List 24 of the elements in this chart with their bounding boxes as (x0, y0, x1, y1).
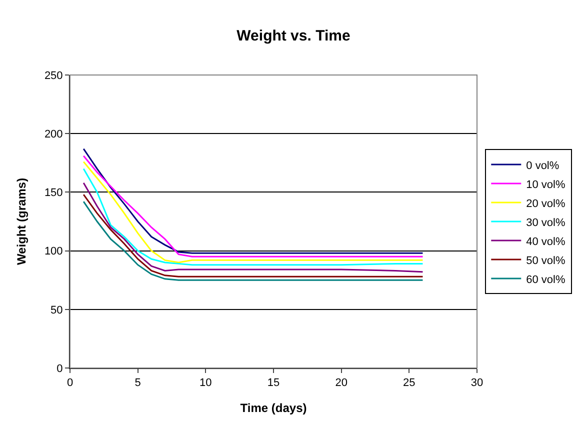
legend-label: 0 vol% (526, 160, 560, 172)
y-tick-label: 0 (56, 362, 63, 375)
legend-label: 40 vol% (526, 236, 566, 248)
y-tick-label: 50 (50, 304, 63, 316)
y-tick-label: 150 (44, 187, 63, 200)
x-tick-label: 30 (470, 377, 484, 390)
legend-label: 20 vol% (526, 198, 566, 210)
line-series (82, 182, 424, 273)
chart-title: Weight vs. Time (236, 27, 350, 44)
x-tick-label: 20 (335, 377, 348, 390)
y-tick-label: 250 (44, 70, 63, 82)
x-tick-label: 25 (403, 377, 416, 390)
x-tick-label: 10 (200, 377, 212, 390)
x-tick-label: 15 (267, 377, 280, 390)
legend-label: 30 vol% (526, 216, 566, 229)
legend-label: 50 vol% (526, 254, 566, 267)
x-tick-label: 5 (134, 377, 141, 390)
x-tick-label: 0 (66, 377, 74, 390)
legend-label: 10 vol% (526, 178, 566, 191)
y-tick-label: 100 (44, 246, 63, 258)
y-axis-title: Weight (grams) (14, 178, 29, 266)
legend-label: 60 vol% (526, 274, 566, 286)
y-tick-label: 200 (44, 128, 63, 140)
x-axis-title: Time (days) (240, 401, 307, 416)
